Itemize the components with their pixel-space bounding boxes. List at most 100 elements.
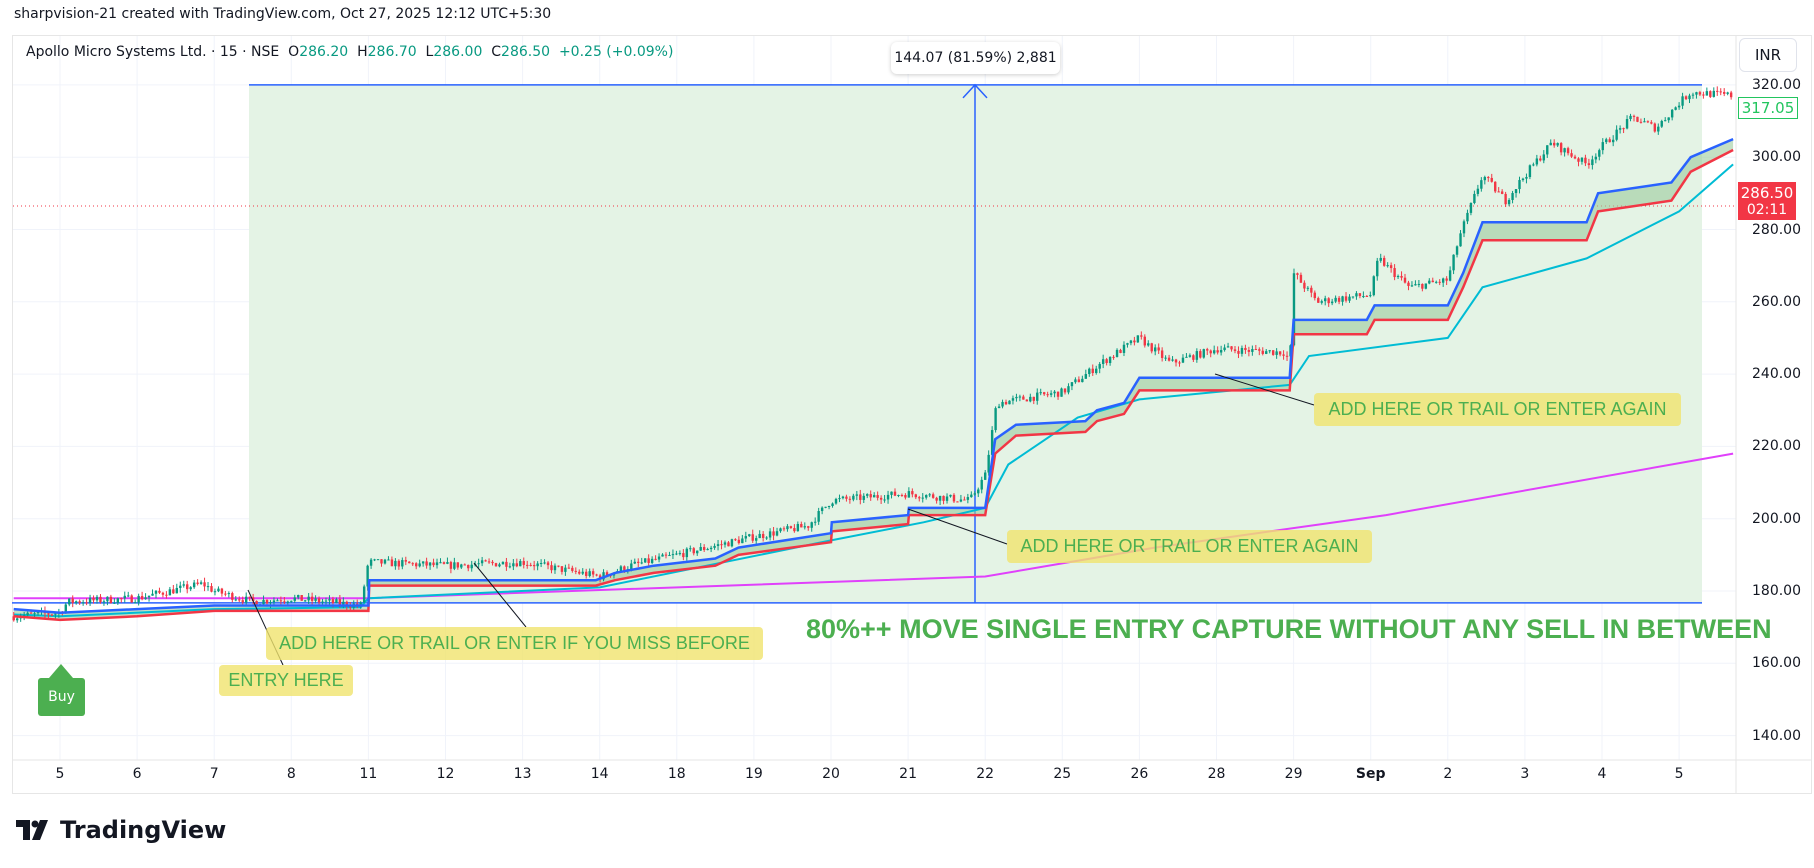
candle [248,596,251,598]
candle [1240,347,1244,354]
candle [1494,181,1497,192]
candle [1001,401,1004,407]
candle [432,562,435,566]
candle [415,563,418,567]
candle [1709,91,1712,97]
candle [1303,282,1306,289]
currency-button[interactable]: INR [1739,38,1797,72]
candle [1473,193,1476,203]
candle [1636,116,1639,122]
candle [973,493,976,495]
candle [1428,280,1431,284]
candle [1285,355,1289,357]
candle [130,595,133,603]
candle [959,499,963,502]
candle [1230,346,1233,350]
candle [397,560,401,567]
annotation-add-here-3[interactable]: ADD HERE OR TRAIL OR ENTER AGAIN [1314,393,1681,426]
candle [68,598,71,605]
candle [314,598,317,601]
candle [1632,115,1636,117]
time-tick-label: 19 [744,766,763,782]
price-tick-label: 280.00 [1752,221,1801,238]
candle [321,601,324,603]
candle [1042,392,1046,395]
candle [480,560,484,564]
candle [546,562,550,566]
candle [238,599,241,601]
candle [1053,391,1056,394]
candle [283,601,286,603]
candle [1195,351,1199,360]
candle [716,544,720,546]
annotation-entry-here[interactable]: ENTRY HERE [219,665,353,696]
candle [71,598,74,603]
last-price-label: 286.50 02:11 [1738,182,1796,220]
candle [984,472,987,480]
candle [1122,344,1126,353]
candle [949,494,952,497]
annotation-add-here-2[interactable]: ADD HERE OR TRAIL OR ENTER AGAIN [1007,530,1372,563]
candle [1511,193,1514,200]
candle [255,601,258,606]
candle [390,559,394,567]
candle [550,565,553,571]
candle [453,562,456,569]
buy-signal-marker[interactable]: Buy [38,678,85,716]
candle [210,586,213,592]
candle [782,528,786,530]
candle [820,507,824,512]
headline-annotation[interactable]: 80%++ MOVE SINGLE ENTRY CAPTURE WITHOUT … [806,614,1772,644]
candle [928,494,931,496]
candle [300,595,303,601]
annotation-add-here-1[interactable]: ADD HERE OR TRAIL OR ENTER IF YOU MISS B… [266,627,763,660]
candle [1667,117,1670,121]
candle [557,565,560,567]
candle [1327,298,1330,304]
symbol-name[interactable]: Apollo Micro Systems Ltd. · 15 · NSE [26,44,280,60]
candle [1414,284,1417,286]
candle [78,601,81,603]
candle [567,567,571,569]
close-value: 286.50 [501,44,551,60]
candle [581,571,584,574]
candle [886,494,890,500]
candle [265,599,269,604]
candle [1559,143,1563,153]
candle [491,561,494,564]
time-tick-label: 26 [1130,766,1149,782]
time-tick-label: 20 [822,766,840,782]
price-tick-label: 140.00 [1752,727,1801,744]
candle [1299,274,1303,283]
candle [605,572,609,576]
candle [1174,359,1178,363]
candle [963,499,966,501]
candle [1365,295,1369,297]
candle [1036,392,1039,401]
brand-name: TradingView [60,816,227,844]
candle [508,566,512,568]
candle [1320,301,1323,303]
candle [1150,343,1153,352]
candle [394,560,397,567]
candle [36,611,40,614]
time-tick-label: 25 [1053,766,1072,782]
candle [893,491,897,496]
candle [574,570,577,572]
candle [1611,139,1615,143]
candle [952,494,956,502]
candle [1049,393,1053,395]
candle [1646,121,1650,123]
candle [602,572,605,580]
candle [362,586,366,603]
tradingview-logo[interactable]: TradingView [16,816,226,844]
candle [1351,296,1355,298]
candle [723,542,727,545]
candle [800,524,803,528]
time-tick-label: 8 [286,766,296,782]
candle [81,602,85,604]
candle [1341,296,1344,302]
candle [1018,396,1022,398]
candle [456,562,460,568]
